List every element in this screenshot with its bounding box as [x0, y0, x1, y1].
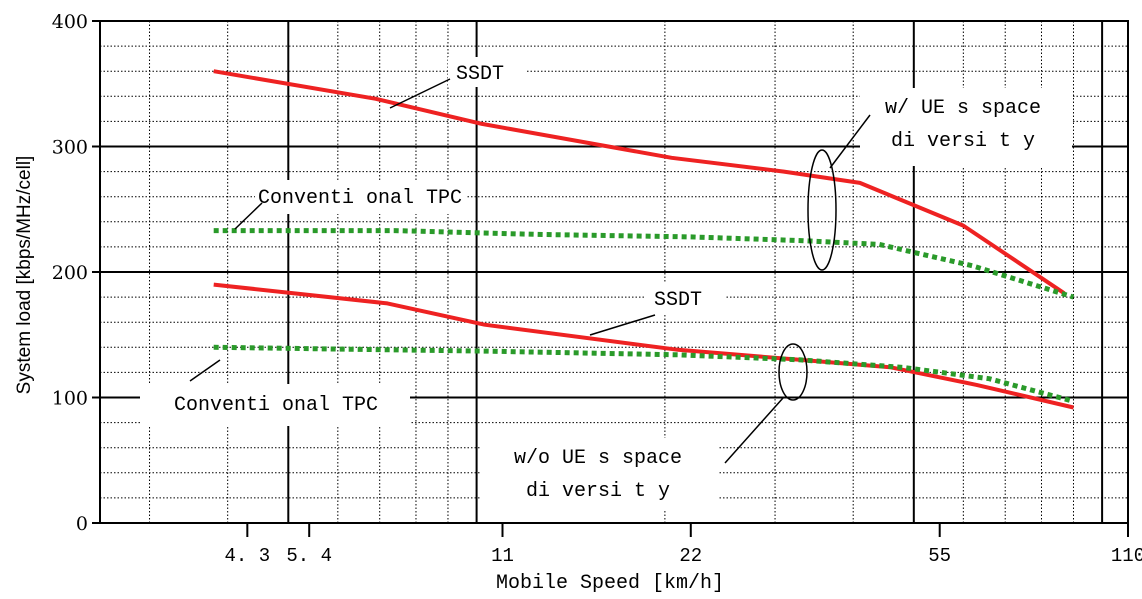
series-line-4	[213, 344, 1075, 404]
y-tick-label: 100	[52, 388, 88, 410]
series-group	[213, 69, 1075, 410]
annotation-ssdt-top-bg	[448, 57, 526, 87]
annotation-with-ue-diversity-2: di versi t y	[891, 130, 1035, 153]
y-tick-label: 200	[52, 262, 88, 284]
x-axis-title: Mobile Speed [km/h]	[496, 572, 724, 595]
annotation-with-ue-diversity-1-bg	[860, 88, 1072, 166]
annotation-without-ue-diversity-1-bg	[480, 438, 718, 510]
annotation-conventional-tpc-top-bg	[255, 180, 467, 214]
annotation-ssdt-top: SSDT	[456, 63, 504, 86]
annotation-leader-line	[589, 314, 656, 336]
annotation-ellipse-without-ue	[778, 343, 808, 401]
series-line-1	[213, 69, 1066, 295]
x-tick-label: 110	[1111, 545, 1142, 567]
tick-labels: 0 100 200 300 400 4. 3 5. 4 11 22 55 110	[52, 11, 1142, 567]
y-tick-label: 400	[52, 11, 88, 33]
x-tick-label: 55	[928, 545, 951, 567]
annotation-without-ue-diversity-1: w/o UE s space	[514, 447, 682, 470]
y-axis-title: System load [kbps/MHz/cell]	[14, 156, 35, 395]
annotation-conventional-tpc-top: Conventi onal TPC	[258, 187, 462, 210]
x-tick-label: 5. 4	[286, 545, 332, 567]
annotation-ssdt-bottom: SSDT	[654, 289, 702, 312]
annotation-leader-line	[724, 397, 784, 464]
annotation-ssdt-bottom-bg	[645, 283, 725, 313]
annotation-leader-line	[389, 78, 451, 109]
x-tick-label: 11	[491, 545, 514, 567]
annotations: SSDT w/ UE s space di versi t y Conventi on…	[140, 57, 1072, 510]
annotation-conventional-tpc-bottom-bg	[140, 384, 410, 426]
annotation-leader-line	[189, 359, 221, 382]
y-tick-label: 300	[52, 137, 88, 159]
annotation-with-ue-diversity-1: w/ UE s space	[885, 97, 1041, 120]
x-tick-label: 4. 3	[225, 545, 271, 567]
annotation-leader-line	[829, 114, 871, 169]
annotation-ellipse-with-ue	[807, 149, 837, 271]
annotation-conventional-tpc-bottom: Conventi onal TPC	[174, 394, 378, 417]
annotation-without-ue-diversity-2: di versi t y	[526, 480, 670, 503]
series-line-2	[213, 228, 1075, 300]
x-tick-label: 22	[679, 545, 702, 567]
y-tick-label: 0	[76, 513, 88, 535]
annotation-leader-line	[234, 202, 263, 230]
